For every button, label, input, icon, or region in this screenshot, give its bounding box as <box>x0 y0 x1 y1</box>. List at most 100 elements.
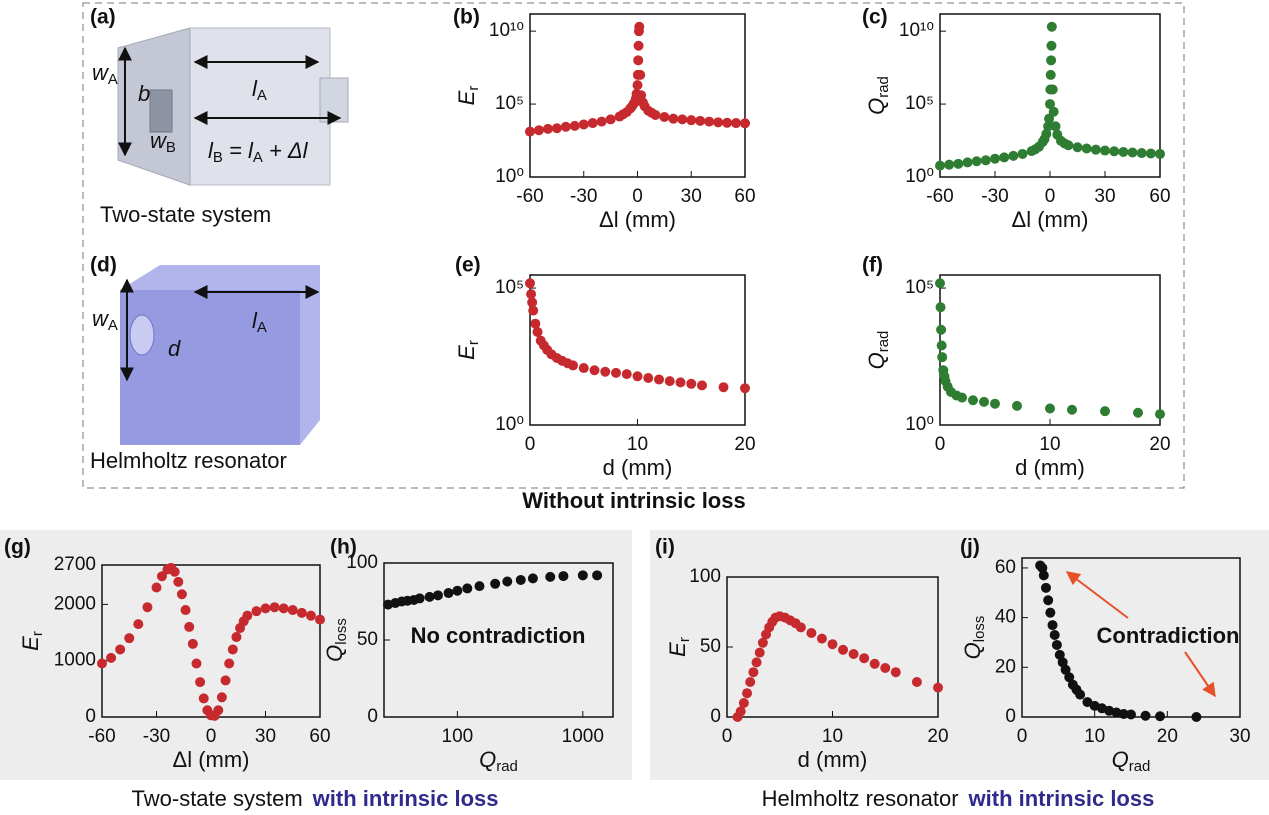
y-tick-label: 10⁰ <box>905 166 934 187</box>
label-part: E <box>454 90 479 105</box>
data-point <box>142 602 153 613</box>
x-tick-label: 60 <box>309 726 330 747</box>
y-tick-label: 2000 <box>54 593 96 614</box>
data-point <box>515 574 526 585</box>
y-tick-label: 10⁵ <box>495 277 524 298</box>
data-point <box>191 658 202 669</box>
x-tick-label: 1000 <box>562 726 604 747</box>
x-axis-label: Δl (mm) <box>599 207 676 232</box>
y-axis-label: Er <box>454 86 482 106</box>
y-axis-label: Er <box>454 340 482 360</box>
data-point <box>633 55 644 66</box>
label-part: Q <box>960 642 985 659</box>
x-tick-label: 0 <box>935 434 946 455</box>
data-point <box>1072 142 1083 153</box>
label: b <box>138 81 150 106</box>
data-point <box>569 120 580 131</box>
helmholtz-illustration <box>120 265 320 445</box>
x-tick-label: 30 <box>1094 186 1115 207</box>
data-point <box>1045 99 1055 110</box>
label: (g) <box>4 536 31 559</box>
data-point <box>686 115 697 126</box>
data-point <box>527 297 538 308</box>
label: (h) <box>330 536 357 559</box>
data-point <box>869 658 880 669</box>
label-sub: A <box>257 319 267 336</box>
data-point <box>980 155 991 166</box>
data-point <box>1043 595 1054 606</box>
x-axis-label: d (mm) <box>1015 455 1085 480</box>
data-point <box>578 119 589 130</box>
y-tick-label: 0 <box>85 706 96 727</box>
y-tick-label: 50 <box>700 636 721 657</box>
data-point <box>838 644 849 655</box>
x-tick-label: -30 <box>143 726 170 747</box>
data-point <box>1051 639 1062 650</box>
data-point <box>530 318 541 329</box>
data-point <box>1046 40 1057 51</box>
data-point <box>643 373 654 384</box>
y-tick-label: 40 <box>995 607 1016 628</box>
label-part: w <box>150 128 168 153</box>
y-tick-label: 100 <box>346 552 378 573</box>
data-point <box>525 278 535 289</box>
label-sub: loss <box>333 618 350 645</box>
caption-text: Helmholtz resonator <box>762 786 959 811</box>
two-state-illustration <box>117 27 349 186</box>
data-point <box>936 324 947 335</box>
y-tick-label: 0 <box>1005 706 1016 727</box>
data-point <box>990 153 1000 164</box>
label-part: l <box>252 76 258 101</box>
y-tick-label: 60 <box>995 557 1016 578</box>
data-point <box>632 80 643 91</box>
annotation: Contradiction <box>1097 623 1240 648</box>
data-point <box>935 302 946 313</box>
plot-frame <box>529 274 746 426</box>
y-tick-label: 20 <box>995 656 1016 677</box>
data-point <box>1126 709 1136 720</box>
data-point <box>578 363 589 374</box>
data-point <box>697 380 707 391</box>
label: (f) <box>862 254 883 277</box>
y-tick-label: 1000 <box>54 650 96 671</box>
data-point <box>542 123 553 134</box>
label: lA <box>252 308 267 336</box>
x-axis-label: d (mm) <box>798 747 868 772</box>
data-point <box>704 116 715 127</box>
label-part: w <box>92 60 110 85</box>
data-point <box>1100 406 1110 417</box>
data-point <box>180 605 191 616</box>
y-axis-label: Qloss <box>960 616 988 660</box>
x-tick-label: 20 <box>1157 726 1178 747</box>
x-tick-label: 30 <box>681 186 702 207</box>
data-point <box>1155 409 1165 420</box>
data-point <box>751 657 762 668</box>
data-point <box>911 677 922 687</box>
data-point <box>242 610 253 621</box>
x-tick-label: -60 <box>516 186 543 207</box>
data-point <box>962 157 973 168</box>
x-axis-label: d (mm) <box>603 455 673 480</box>
y-axis-label: Qloss <box>322 618 350 662</box>
x-tick-label: 0 <box>722 726 733 747</box>
data-point <box>1045 69 1056 80</box>
data-point <box>156 571 167 582</box>
x-axis-label: Qrad <box>1112 747 1151 775</box>
data-point <box>577 570 588 581</box>
label-part: E <box>454 345 479 360</box>
data-point <box>1046 55 1057 66</box>
label: Two-state system <box>100 202 271 227</box>
label-sub: B <box>166 139 176 156</box>
data-point <box>184 621 195 632</box>
label-part: l <box>208 138 214 163</box>
data-point <box>587 118 598 129</box>
y-tick-label: 100 <box>689 566 721 587</box>
label: wA <box>92 306 118 334</box>
label-sub: A <box>108 317 118 334</box>
data-point <box>278 603 289 614</box>
data-point <box>677 114 688 125</box>
x-tick-label: 20 <box>927 726 948 747</box>
label: wB <box>150 128 176 156</box>
x-tick-label: 30 <box>1229 726 1250 747</box>
